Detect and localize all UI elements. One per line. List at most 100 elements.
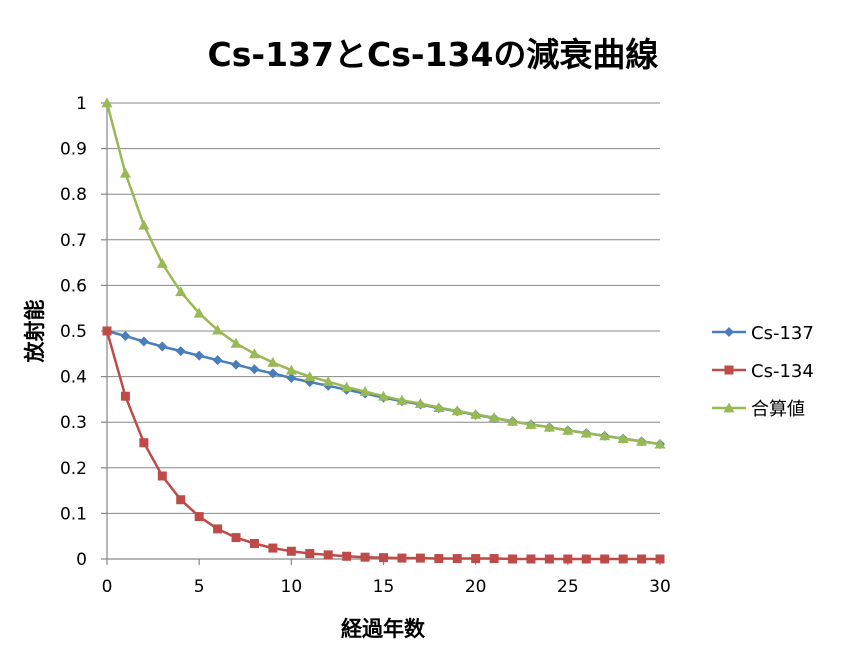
data-point — [101, 97, 113, 108]
data-point — [249, 538, 259, 548]
y-axis-title: 放射能 — [23, 300, 47, 364]
data-point — [360, 552, 370, 562]
legend-label: Cs-134 — [751, 361, 814, 382]
x-axis-title: 経過年数 — [341, 617, 426, 641]
y-tick-label: 0.1 — [60, 504, 87, 524]
data-point — [563, 554, 573, 564]
data-point — [285, 364, 297, 375]
series-lines — [101, 97, 666, 564]
data-point — [600, 554, 610, 564]
series-line — [105, 330, 660, 561]
data-point — [655, 554, 665, 564]
x-tick-label: 0 — [102, 577, 113, 597]
data-point — [451, 405, 463, 416]
data-point — [379, 553, 388, 563]
data-point — [415, 553, 425, 563]
data-point — [120, 391, 130, 401]
data-point — [342, 551, 352, 561]
data-point — [488, 412, 500, 423]
data-point — [268, 543, 278, 553]
data-point — [249, 364, 260, 375]
data-point — [175, 286, 187, 297]
data-point — [507, 415, 519, 426]
x-tick-label: 10 — [281, 577, 303, 597]
data-point — [267, 368, 278, 379]
data-point — [176, 495, 186, 505]
data-point — [119, 167, 131, 178]
y-tick-label: 0.2 — [60, 459, 87, 479]
y-tick-label: 0.4 — [60, 368, 87, 388]
data-point — [581, 554, 591, 564]
data-point — [231, 359, 242, 370]
legend-label: Cs-137 — [751, 323, 814, 344]
data-point — [452, 554, 462, 564]
y-tick-labels: 0 0.1 0.2 0.3 0.4 0.5 0.6 0.7 0.8 0.9 1 — [60, 94, 87, 570]
data-point — [213, 524, 223, 534]
data-point — [525, 418, 537, 429]
y-tick-label: 0.8 — [60, 185, 87, 205]
data-point — [102, 326, 112, 336]
data-point — [248, 348, 260, 359]
x-tick-label: 5 — [194, 577, 205, 597]
data-point — [637, 554, 647, 564]
legend-marker — [724, 327, 734, 337]
data-point — [156, 258, 168, 268]
legend-entry: 合算値 — [712, 399, 805, 420]
data-point — [471, 554, 481, 564]
x-tick-label: 20 — [465, 577, 487, 597]
gridlines — [107, 102, 660, 514]
data-point — [138, 219, 150, 230]
data-point — [322, 376, 334, 387]
data-point — [599, 430, 611, 441]
legend-marker — [724, 365, 734, 375]
data-point — [618, 554, 628, 564]
data-point — [175, 346, 186, 357]
data-point — [341, 381, 353, 392]
data-point — [544, 554, 554, 564]
data-point — [562, 424, 574, 435]
data-point — [397, 553, 407, 563]
data-point — [580, 427, 592, 438]
series-3 — [101, 97, 666, 449]
data-point — [323, 550, 333, 560]
data-point — [654, 438, 666, 449]
y-tick-label: 0 — [76, 550, 87, 570]
data-point — [489, 554, 499, 564]
legend-marker — [723, 402, 735, 413]
data-point — [193, 307, 205, 318]
y-tick-label: 1 — [76, 94, 87, 114]
data-point — [396, 394, 408, 405]
y-tick-label: 0.6 — [60, 276, 87, 296]
legend-entry: Cs-137 — [712, 323, 814, 344]
y-tick-label: 0.3 — [60, 413, 87, 433]
data-point — [230, 337, 242, 348]
data-point — [157, 341, 168, 352]
data-point — [508, 554, 518, 564]
x-tick-label: 15 — [373, 577, 395, 597]
legend-entry: Cs-134 — [712, 361, 814, 382]
data-point — [526, 554, 536, 564]
y-tick-label: 0.5 — [60, 322, 87, 342]
data-point — [212, 355, 223, 366]
data-point — [194, 350, 205, 361]
data-point — [414, 398, 426, 408]
x-tick-label: 30 — [649, 577, 671, 597]
data-point — [286, 372, 297, 383]
chart-title: Cs-137とCs-134の減衰曲線 — [208, 35, 659, 74]
legend: Cs-137 Cs-134 合算値 — [712, 323, 814, 420]
data-point — [304, 371, 316, 381]
data-point — [617, 433, 629, 444]
x-tick-labels: 0 5 10 15 20 25 30 — [102, 577, 671, 597]
data-point — [138, 336, 149, 347]
data-point — [194, 512, 204, 522]
x-tick-label: 25 — [557, 577, 579, 597]
data-point — [231, 533, 241, 543]
y-tick-label: 0.7 — [60, 231, 87, 251]
data-point — [359, 386, 371, 397]
data-point — [212, 324, 224, 335]
data-point — [305, 549, 315, 559]
data-point — [157, 471, 167, 481]
data-point — [120, 331, 131, 342]
data-point — [267, 356, 279, 367]
